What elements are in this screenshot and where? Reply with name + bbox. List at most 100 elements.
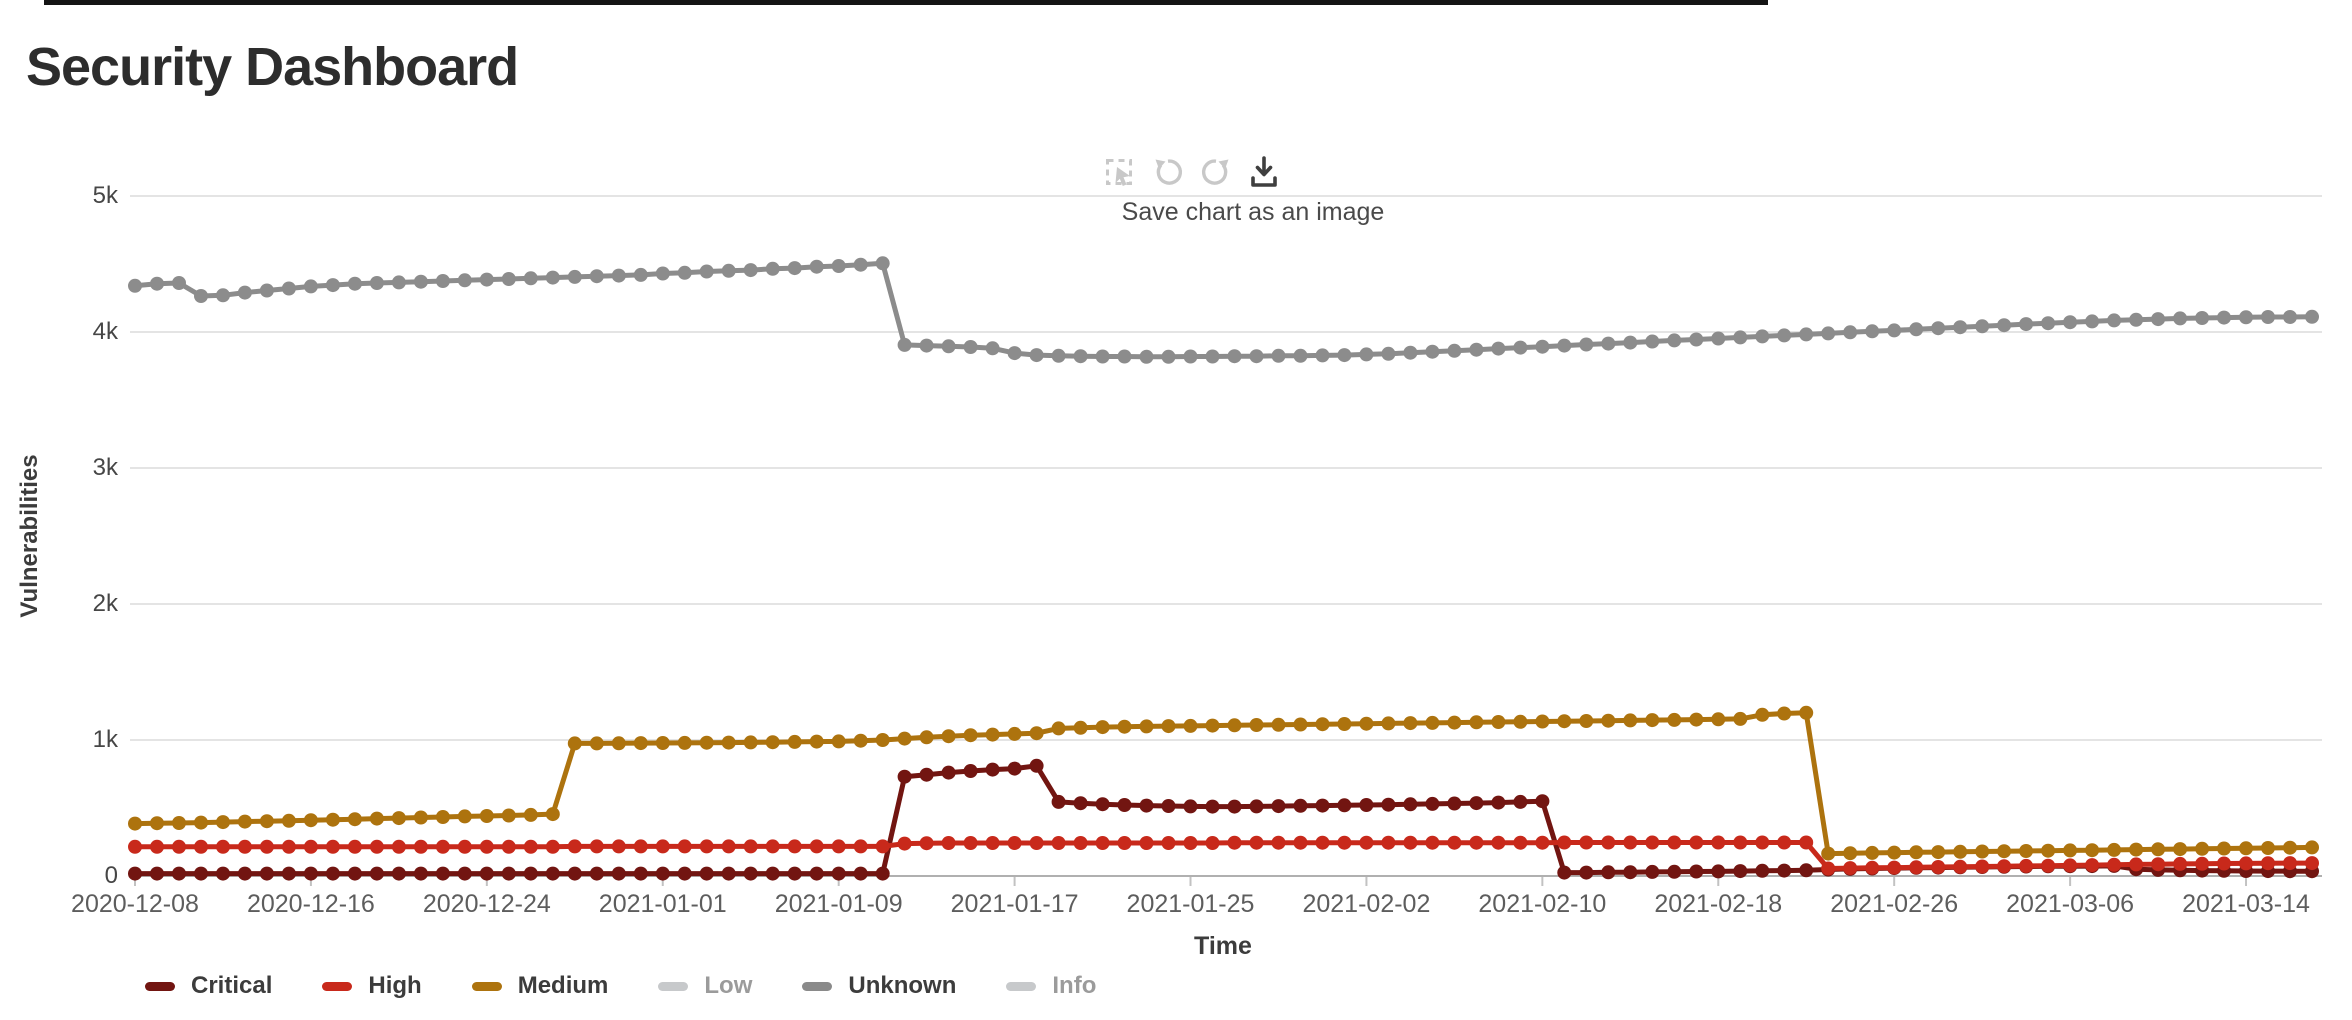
data-point-medium[interactable] [1755,707,1770,722]
data-point-unknown[interactable] [1799,327,1814,342]
data-point-unknown[interactable] [1205,349,1220,364]
data-point-medium[interactable] [1271,717,1286,732]
data-point-unknown[interactable] [1667,333,1682,348]
data-point-high[interactable] [523,839,538,854]
data-point-medium[interactable] [325,812,340,827]
data-point-high[interactable] [457,839,472,854]
data-point-medium[interactable] [897,731,912,746]
data-point-unknown[interactable] [1513,340,1528,355]
data-point-unknown[interactable] [1953,320,1968,335]
data-point-medium[interactable] [1997,844,2012,859]
data-point-high[interactable] [413,839,428,854]
data-point-unknown[interactable] [963,340,978,354]
data-point-unknown[interactable] [2085,314,2100,329]
data-point-unknown[interactable] [435,274,450,288]
data-point-critical[interactable] [1293,798,1308,813]
data-point-unknown[interactable] [1997,318,2012,333]
legend-item-unknown[interactable]: Unknown [802,972,956,1000]
series-line-high[interactable] [132,840,2315,871]
data-point-high[interactable] [1513,835,1528,850]
data-point-high[interactable] [1667,835,1682,850]
data-point-critical[interactable] [545,866,560,881]
data-point-medium[interactable] [2195,841,2210,856]
data-point-medium[interactable] [1777,706,1792,721]
data-point-medium[interactable] [1931,845,1946,860]
data-point-unknown[interactable] [128,278,142,293]
data-point-medium[interactable] [2063,843,2078,858]
data-point-critical[interactable] [1359,798,1374,812]
data-point-critical[interactable] [1227,799,1242,814]
data-point-unknown[interactable] [1425,344,1440,359]
data-point-medium[interactable] [545,807,560,822]
data-point-unknown[interactable] [1447,343,1462,358]
data-point-critical[interactable] [1073,796,1088,811]
data-point-critical[interactable] [1447,796,1462,811]
data-point-critical[interactable] [1513,794,1528,809]
data-point-medium[interactable] [1469,715,1484,730]
data-point-unknown[interactable] [501,272,516,286]
data-point-unknown[interactable] [281,281,296,296]
data-point-high[interactable] [2173,856,2188,871]
data-point-high[interactable] [1821,861,1836,876]
data-point-high[interactable] [1535,835,1550,850]
data-point-medium[interactable] [985,727,1000,742]
data-point-unknown[interactable] [1359,347,1374,362]
data-point-high[interactable] [1359,835,1374,850]
data-point-medium[interactable] [281,813,296,828]
data-point-medium[interactable] [963,728,978,743]
data-point-unknown[interactable] [2041,316,2056,331]
data-point-critical[interactable] [897,769,912,784]
data-point-medium[interactable] [1117,719,1132,734]
data-point-unknown[interactable] [1909,322,1924,337]
data-point-critical[interactable] [809,866,824,881]
data-point-high[interactable] [2019,858,2034,873]
data-point-critical[interactable] [128,866,142,881]
data-point-high[interactable] [1689,835,1704,850]
data-point-high[interactable] [150,839,164,854]
data-point-critical[interactable] [1623,865,1638,880]
data-point-critical[interactable] [721,866,736,881]
data-point-high[interactable] [2085,858,2100,873]
data-point-medium[interactable] [2019,844,2034,858]
data-point-high[interactable] [1557,835,1572,850]
data-point-medium[interactable] [1359,716,1374,731]
data-point-high[interactable] [172,839,186,854]
data-point-critical[interactable] [1469,796,1484,811]
data-point-unknown[interactable] [1117,349,1132,364]
data-point-unknown[interactable] [1931,321,1946,336]
data-point-critical[interactable] [831,866,846,881]
data-point-high[interactable] [853,839,868,854]
data-point-critical[interactable] [1205,799,1220,814]
data-point-critical[interactable] [787,866,802,881]
data-point-high[interactable] [194,839,208,854]
data-point-high[interactable] [1161,836,1176,850]
data-point-critical[interactable] [963,764,978,778]
data-point-critical[interactable] [1755,863,1770,878]
data-point-medium[interactable] [1205,718,1220,733]
data-point-medium[interactable] [2217,841,2231,856]
data-point-unknown[interactable] [2261,310,2275,324]
data-point-unknown[interactable] [259,283,274,298]
data-point-unknown[interactable] [391,275,406,290]
data-point-unknown[interactable] [2217,310,2231,325]
data-point-high[interactable] [765,839,780,854]
data-point-high[interactable] [2107,857,2122,872]
data-point-medium[interactable] [150,816,164,831]
data-point-unknown[interactable] [1975,319,1990,334]
data-point-high[interactable] [2283,856,2297,871]
data-point-medium[interactable] [875,733,890,747]
data-point-critical[interactable] [457,866,472,881]
data-point-unknown[interactable] [2195,311,2210,325]
data-point-critical[interactable] [501,866,516,881]
data-point-medium[interactable] [128,816,142,831]
data-point-high[interactable] [1645,835,1660,850]
data-point-unknown[interactable] [1689,332,1704,347]
data-point-critical[interactable] [369,866,384,881]
data-point-critical[interactable] [1601,865,1616,880]
data-point-high[interactable] [369,839,384,854]
data-point-high[interactable] [1491,835,1506,850]
data-point-medium[interactable] [2261,841,2275,855]
data-point-high[interactable] [1865,860,1880,875]
data-point-critical[interactable] [523,866,538,881]
data-point-medium[interactable] [1887,845,1902,860]
